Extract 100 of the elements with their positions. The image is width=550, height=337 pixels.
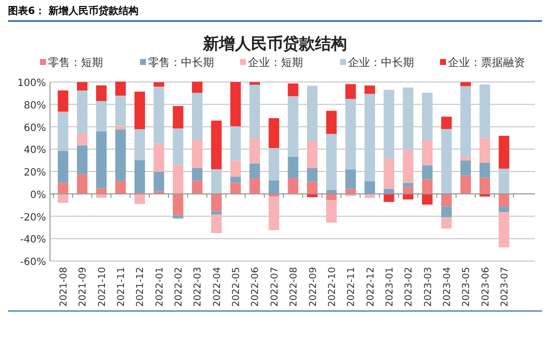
legend-label: 零售：中长期 (148, 56, 214, 69)
bar (422, 140, 433, 166)
bar (154, 191, 164, 194)
x-tick-label: 2023-04 (442, 267, 453, 307)
bar (76, 145, 88, 174)
bar (230, 160, 241, 177)
x-tick-label: 2023-02 (404, 267, 415, 307)
bar (441, 194, 452, 206)
bar (268, 118, 280, 148)
x-tick-label: 2023-03 (422, 267, 434, 307)
x-tick-label: 2022-01 (154, 267, 166, 307)
x-tick-label: 2022-05 (231, 267, 242, 307)
bar (249, 84, 260, 138)
bar (96, 101, 107, 132)
bar (96, 85, 107, 102)
bar (441, 128, 452, 194)
bar (76, 134, 88, 146)
bar (134, 92, 145, 130)
bar (422, 179, 433, 194)
bar (345, 98, 356, 170)
legend-label: 企业：票据融资 (448, 56, 525, 69)
bar (58, 112, 68, 151)
legend-label: 零售：短期 (48, 56, 103, 69)
bar (384, 90, 394, 159)
bar (172, 164, 184, 194)
bar (364, 94, 376, 182)
bar (58, 194, 68, 203)
bar (249, 82, 260, 85)
bar (154, 82, 164, 87)
bar (345, 84, 356, 99)
bar (115, 96, 126, 126)
bar (384, 158, 394, 189)
x-tick-label: 2021-12 (135, 267, 146, 307)
x-tick-label: 2021-08 (58, 267, 70, 307)
legend-label: 企业：短期 (248, 56, 303, 69)
bar (326, 200, 337, 223)
bar (268, 148, 280, 180)
y-tick-label: 60% (24, 122, 46, 134)
y-tick-label: -40% (20, 234, 46, 246)
bar (441, 217, 452, 229)
x-tick-label: 2023-05 (461, 267, 472, 307)
bar (498, 194, 510, 207)
y-tick-label: 40% (24, 145, 46, 156)
y-tick-label: -20% (20, 212, 46, 224)
bar (115, 126, 126, 130)
bar (460, 156, 471, 160)
bar (192, 82, 202, 93)
bar (306, 140, 318, 168)
x-tick-label: 2022-09 (308, 267, 319, 307)
bar (460, 86, 471, 157)
x-tick-label: 2022-04 (212, 267, 223, 307)
x-tick-label: 2022-02 (174, 267, 185, 307)
bar (288, 178, 298, 194)
x-tick-label: 2022-06 (250, 267, 262, 307)
bar (192, 168, 202, 181)
x-tick-label: 2021-10 (96, 267, 108, 307)
bar (58, 150, 68, 183)
bar (326, 110, 337, 134)
bar (172, 106, 184, 128)
bar (211, 120, 222, 170)
bar (115, 181, 126, 194)
bar (422, 165, 433, 180)
bar (192, 180, 202, 194)
bar (134, 129, 145, 160)
bar (422, 92, 433, 140)
bar (480, 178, 490, 194)
bar (58, 182, 68, 194)
x-tick-label: 2023-06 (480, 267, 492, 307)
bar (115, 130, 126, 182)
bar (76, 82, 88, 91)
x-tick-label: 2022-11 (346, 267, 358, 307)
bar (480, 84, 490, 138)
bar (154, 86, 164, 144)
bar (402, 150, 414, 183)
bar (172, 128, 184, 165)
bar (326, 194, 337, 200)
bar (134, 160, 145, 193)
bar (422, 194, 433, 205)
bar (498, 136, 510, 169)
bar (288, 96, 298, 157)
x-tick-label: 2022-12 (365, 267, 376, 307)
bar (498, 206, 510, 212)
bar (134, 194, 145, 204)
bar (230, 82, 241, 126)
bar (115, 82, 126, 96)
bar (249, 178, 260, 194)
bar (460, 175, 471, 194)
bar (402, 87, 414, 150)
bar (211, 214, 222, 234)
bar (58, 90, 68, 112)
bar (402, 187, 414, 194)
bar (364, 181, 376, 194)
bar (345, 169, 356, 189)
bar (384, 194, 394, 202)
bar (76, 90, 88, 134)
bar (306, 182, 318, 194)
bar (172, 215, 184, 218)
bar (230, 176, 241, 183)
x-tick-label: 2022-03 (192, 267, 204, 307)
bar (364, 85, 376, 94)
